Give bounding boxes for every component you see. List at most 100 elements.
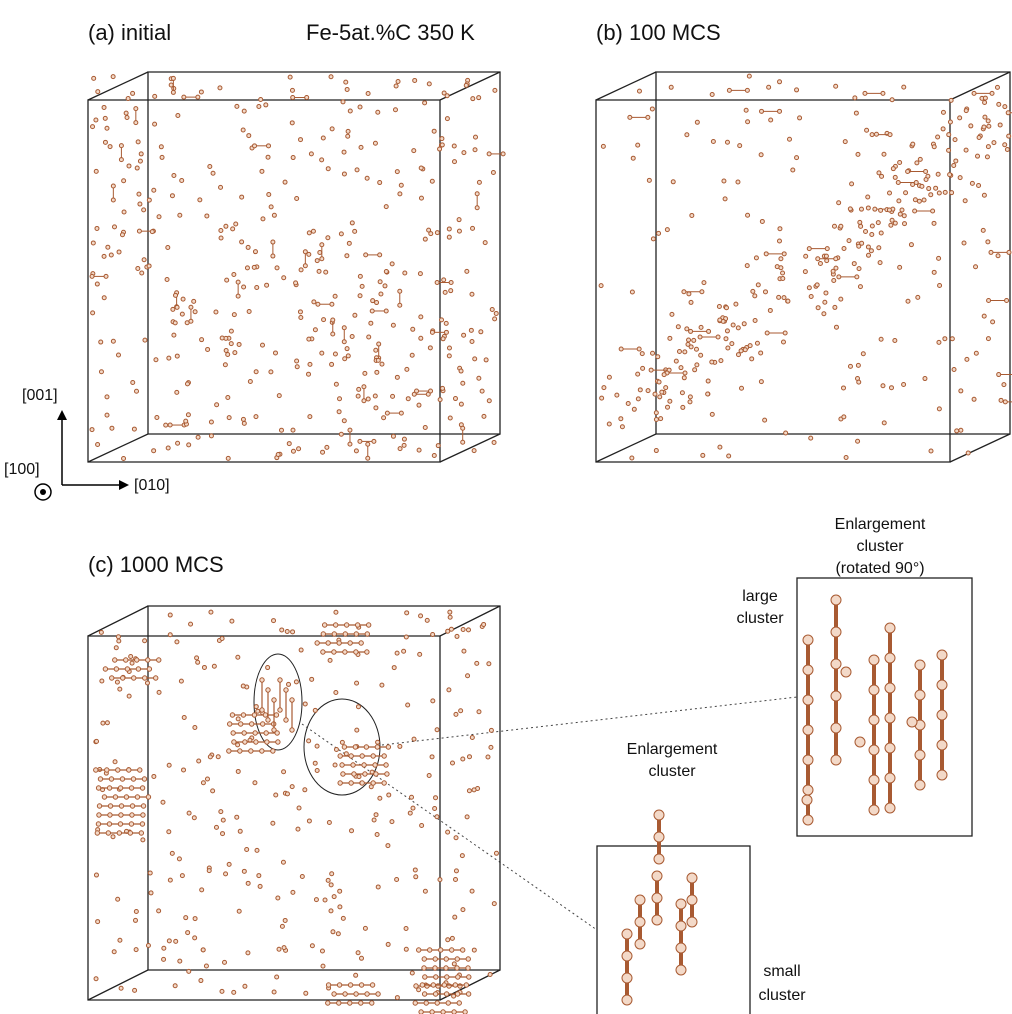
- atom: [904, 191, 908, 195]
- atom: [372, 818, 376, 822]
- atom: [345, 347, 349, 351]
- atom: [879, 231, 883, 235]
- atom: [622, 929, 632, 939]
- atom: [489, 728, 493, 732]
- atom: [347, 241, 351, 245]
- atom: [337, 641, 341, 645]
- atom: [469, 328, 473, 332]
- atom: [189, 305, 193, 309]
- atom: [391, 394, 395, 398]
- atom: [165, 277, 169, 281]
- atom: [126, 96, 130, 100]
- atom: [152, 774, 156, 778]
- atom: [378, 181, 382, 185]
- atom: [832, 278, 836, 282]
- atom: [982, 125, 986, 129]
- atom: [360, 284, 364, 288]
- atom: [276, 740, 280, 744]
- atom: [295, 359, 299, 363]
- atom: [380, 362, 384, 366]
- atom: [375, 370, 379, 374]
- atom: [916, 295, 920, 299]
- atom: [241, 128, 245, 132]
- atom: [879, 337, 883, 341]
- atom: [133, 988, 137, 992]
- atom: [869, 715, 879, 725]
- atom: [870, 224, 874, 228]
- atom: [493, 88, 497, 92]
- atom: [345, 254, 349, 258]
- atom: [374, 406, 378, 410]
- atom: [882, 421, 886, 425]
- atom: [290, 728, 294, 732]
- atom: [386, 745, 390, 749]
- atom: [338, 754, 342, 758]
- atom: [113, 795, 117, 799]
- atom: [446, 938, 450, 942]
- atom: [255, 848, 259, 852]
- atom: [983, 115, 987, 119]
- atom: [466, 628, 470, 632]
- atom: [915, 660, 925, 670]
- atom: [493, 317, 497, 321]
- atom: [171, 90, 175, 94]
- atom: [937, 340, 941, 344]
- atom: [320, 949, 324, 953]
- atom: [199, 90, 203, 94]
- atom: [781, 340, 785, 344]
- atom: [452, 962, 456, 966]
- atom: [227, 749, 231, 753]
- atom: [141, 813, 145, 817]
- box-edge: [88, 606, 148, 636]
- atom: [242, 731, 246, 735]
- atom: [108, 804, 112, 808]
- atom: [760, 109, 764, 113]
- atom: [452, 160, 456, 164]
- atom: [197, 759, 201, 763]
- atom: [134, 910, 138, 914]
- atom: [106, 831, 110, 835]
- atom: [600, 396, 604, 400]
- atom: [299, 138, 303, 142]
- atom: [357, 387, 361, 391]
- atom: [291, 630, 295, 634]
- atom: [227, 416, 231, 420]
- atom: [843, 140, 847, 144]
- atom: [981, 228, 985, 232]
- cluster-ring: [254, 654, 302, 750]
- box-edge: [596, 100, 950, 462]
- atom: [900, 208, 904, 212]
- atom: [291, 449, 295, 453]
- atom: [291, 428, 295, 432]
- atom: [689, 345, 693, 349]
- atom: [963, 199, 967, 203]
- atom: [96, 443, 100, 447]
- atom: [117, 250, 121, 254]
- atom: [990, 91, 994, 95]
- atom: [141, 838, 145, 842]
- atom: [453, 878, 457, 882]
- atom: [96, 786, 100, 790]
- atom: [353, 745, 357, 749]
- atom: [861, 352, 865, 356]
- atom: [658, 395, 662, 399]
- atom: [105, 413, 109, 417]
- atom: [376, 110, 380, 114]
- atom: [360, 781, 364, 785]
- atom: [396, 80, 400, 84]
- atom: [778, 80, 782, 84]
- atom: [371, 754, 375, 758]
- atom: [889, 386, 893, 390]
- atom: [125, 667, 129, 671]
- atom: [124, 658, 128, 662]
- atom: [924, 169, 928, 173]
- atom: [358, 439, 362, 443]
- atom: [477, 376, 481, 380]
- atom: [467, 755, 471, 759]
- atom: [220, 637, 224, 641]
- atom: [457, 218, 461, 222]
- atom: [902, 383, 906, 387]
- atom: [460, 854, 464, 858]
- atom: [492, 902, 496, 906]
- atom: [333, 763, 337, 767]
